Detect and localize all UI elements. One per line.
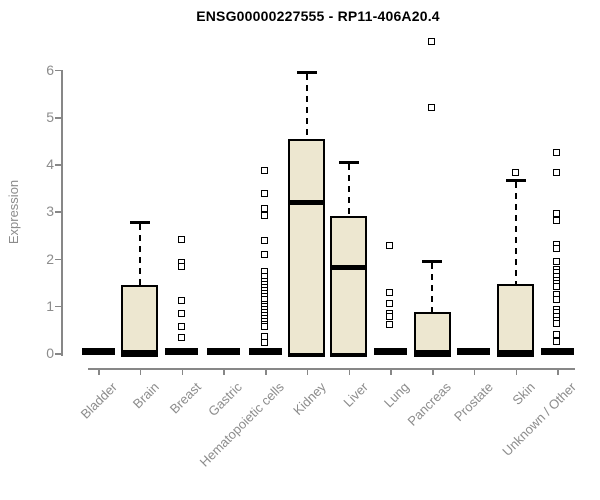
- x-axis-tick: [390, 368, 392, 375]
- outlier-point: [386, 299, 394, 307]
- x-axis-tick: [306, 368, 309, 375]
- outlier-point: [553, 338, 561, 346]
- outlier-point: [428, 38, 436, 46]
- whisker-line: [138, 223, 141, 285]
- outlier-point: [261, 166, 269, 174]
- flat-box-prostate: [457, 348, 491, 355]
- outlier-point: [177, 333, 185, 341]
- x-axis-tick: [515, 368, 518, 375]
- box-brain: [121, 284, 159, 357]
- outlier-point: [261, 212, 269, 220]
- chart-title: ENSG00000227555 - RP11-406A20.4: [196, 8, 440, 24]
- x-axis-tick: [139, 368, 142, 375]
- box-bottom-edge: [288, 352, 326, 357]
- flat-box-breast: [165, 348, 199, 355]
- outlier-point: [261, 205, 269, 213]
- x-axis-tick: [348, 368, 351, 375]
- x-axis-tick: [432, 368, 434, 375]
- outlier-point: [553, 331, 561, 339]
- whisker-line: [347, 163, 350, 217]
- y-tick-label: 3: [46, 203, 54, 220]
- whisker-line: [431, 263, 434, 312]
- y-axis-tick: [55, 164, 61, 166]
- whisker-cap: [296, 71, 317, 75]
- outlier-point: [511, 168, 519, 176]
- x-axis-tick: [473, 368, 476, 375]
- outlier-point: [553, 209, 561, 217]
- y-axis-tick: [55, 69, 61, 72]
- outlier-point: [553, 169, 561, 177]
- outlier-point: [386, 313, 394, 321]
- y-tick-label: 6: [46, 61, 54, 78]
- outlier-point: [553, 245, 561, 253]
- y-tick-label: 2: [46, 250, 54, 267]
- y-tick-label: 1: [46, 297, 54, 314]
- x-axis-tick: [557, 368, 559, 375]
- outlier-point: [177, 323, 185, 331]
- whisker-cap: [422, 260, 443, 264]
- whisker-line: [305, 74, 308, 140]
- outlier-point: [553, 148, 561, 156]
- outlier-point: [386, 321, 394, 329]
- flat-box-hematopoietic-cells: [248, 348, 282, 355]
- y-axis-tick: [55, 258, 61, 261]
- outlier-point: [553, 296, 561, 304]
- outlier-point: [553, 257, 561, 265]
- outlier-point: [177, 236, 185, 244]
- outlier-point: [177, 263, 185, 271]
- outlier-point: [386, 289, 394, 297]
- y-tick-label: 5: [46, 109, 54, 126]
- box-kidney: [288, 139, 326, 357]
- outlier-point: [553, 216, 561, 224]
- outlier-point: [261, 323, 269, 331]
- outlier-point: [177, 309, 185, 317]
- x-tick-label-unknown-other: Unknown / Other: [499, 379, 580, 459]
- outlier-point: [261, 250, 269, 258]
- whisker-cap: [338, 160, 359, 164]
- median-line: [288, 199, 326, 205]
- box-bottom-edge: [497, 349, 535, 357]
- flat-box-unknown-other: [540, 348, 574, 355]
- box-bottom-edge: [413, 349, 451, 357]
- box-skin: [497, 284, 535, 357]
- box-pancreas: [413, 311, 451, 357]
- y-axis-tick: [55, 211, 61, 213]
- box-bottom-edge: [330, 352, 368, 357]
- outlier-point: [553, 282, 561, 290]
- outlier-point: [261, 237, 269, 245]
- median-line: [330, 264, 368, 270]
- y-tick-label: 4: [46, 156, 54, 173]
- flat-box-lung: [373, 348, 407, 355]
- whisker-cap: [505, 178, 526, 182]
- y-axis-tick: [55, 353, 61, 355]
- x-axis-tick: [265, 368, 267, 375]
- x-axis-tick: [98, 368, 100, 375]
- y-axis-line: [61, 70, 63, 356]
- outlier-point: [386, 241, 394, 249]
- x-axis-tick: [181, 368, 184, 375]
- outlier-point: [428, 104, 436, 112]
- box-liver: [330, 216, 368, 357]
- outlier-point: [553, 320, 561, 328]
- flat-box-gastric: [206, 348, 240, 355]
- outlier-point: [261, 339, 269, 347]
- x-axis-line: [88, 368, 575, 370]
- whisker-line: [514, 181, 517, 285]
- whisker-cap: [129, 220, 150, 224]
- y-axis-tick: [55, 117, 61, 119]
- box-bottom-edge: [121, 349, 159, 357]
- y-tick-label: 0: [46, 345, 54, 361]
- flat-box-bladder: [81, 348, 115, 355]
- outlier-point: [177, 297, 185, 305]
- x-axis-tick: [223, 368, 225, 375]
- outlier-point: [261, 190, 269, 198]
- y-axis-tick: [55, 305, 61, 308]
